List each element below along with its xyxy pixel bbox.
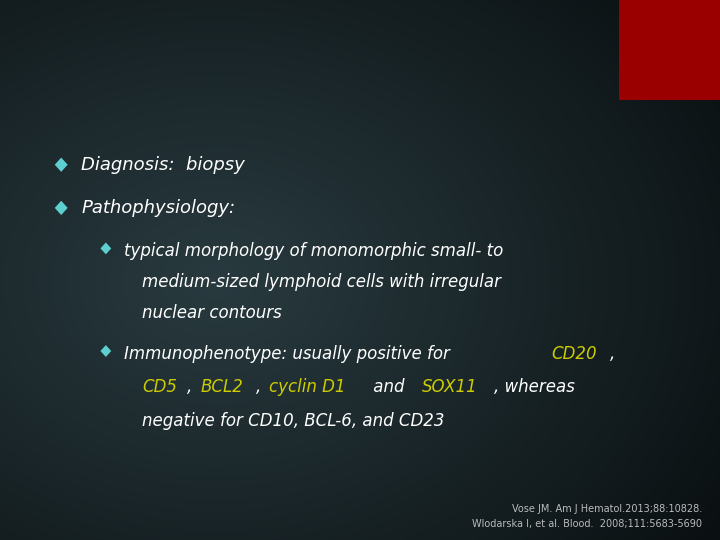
Text: ,: , <box>610 345 615 363</box>
Text: SOX11: SOX11 <box>422 378 478 396</box>
Text: typical morphology of monomorphic small- to: typical morphology of monomorphic small-… <box>124 242 503 260</box>
Text: cyclin D1: cyclin D1 <box>269 378 346 396</box>
Polygon shape <box>55 201 68 215</box>
Polygon shape <box>55 158 68 172</box>
Text: Vose JM. Am J Hematol.2013;88:10828.: Vose JM. Am J Hematol.2013;88:10828. <box>512 504 702 514</box>
Text: Pathophysiology:: Pathophysiology: <box>81 199 235 217</box>
Text: , whereas: , whereas <box>494 378 575 396</box>
Text: medium-sized lymphoid cells with irregular: medium-sized lymphoid cells with irregul… <box>142 273 501 291</box>
Text: and: and <box>368 378 410 396</box>
Text: CD20: CD20 <box>551 345 597 363</box>
Text: nuclear contours: nuclear contours <box>142 303 282 322</box>
Text: ,: , <box>256 378 266 396</box>
Text: Immunophenotype: usually positive for: Immunophenotype: usually positive for <box>124 345 455 363</box>
Text: CD5: CD5 <box>142 378 177 396</box>
Text: BCL2: BCL2 <box>201 378 243 396</box>
Polygon shape <box>100 345 111 357</box>
Text: negative for CD10, BCL-6, and CD23: negative for CD10, BCL-6, and CD23 <box>142 411 444 430</box>
Polygon shape <box>100 242 111 254</box>
Text: ,: , <box>187 378 197 396</box>
Bar <box>619 0 720 100</box>
Text: Diagnosis:  biopsy: Diagnosis: biopsy <box>81 156 245 174</box>
Text: Wlodarska I, et al. Blood.  2008;111:5683-5690: Wlodarska I, et al. Blood. 2008;111:5683… <box>472 519 702 529</box>
